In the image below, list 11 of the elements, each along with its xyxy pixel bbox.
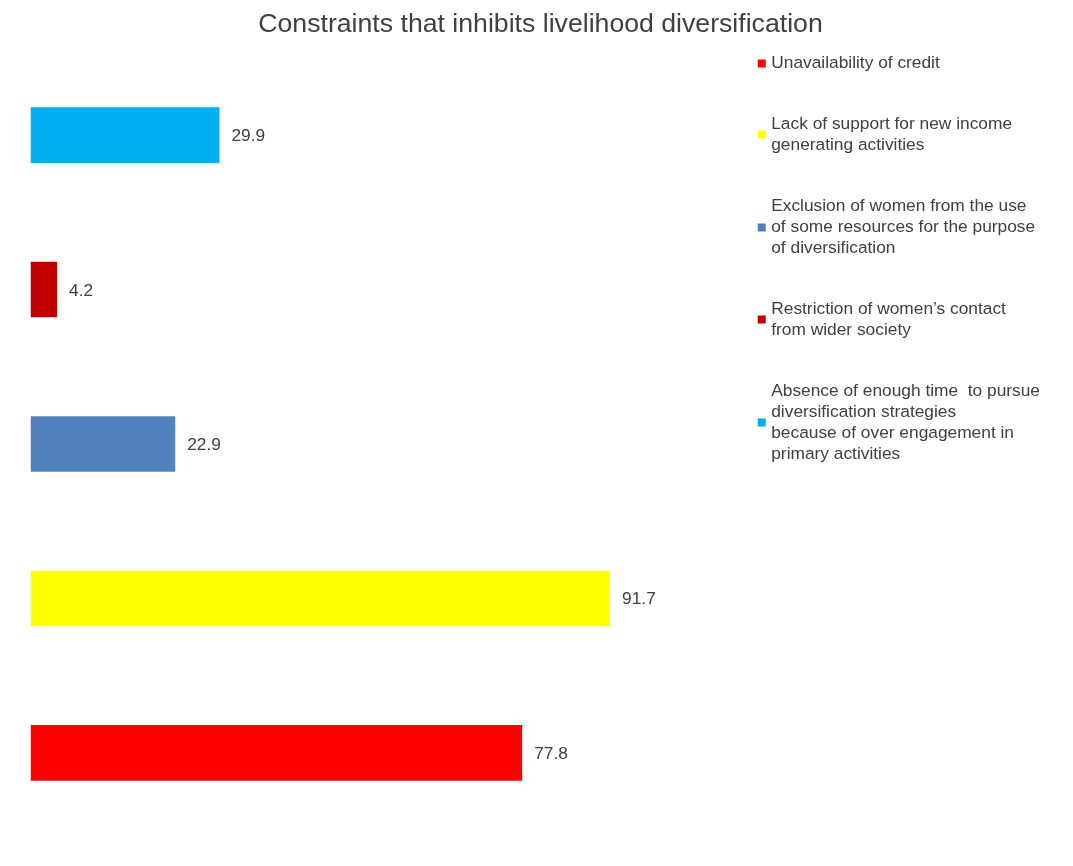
data-label: 77.8 bbox=[534, 742, 568, 763]
legend-label: Lack of support for new income generating activities bbox=[771, 113, 1013, 155]
legend-label: Exclusion of women from the use of some resources for the purpose of diversification bbox=[771, 195, 1036, 258]
data-label: 91.7 bbox=[622, 588, 656, 609]
data-label: 22.9 bbox=[187, 434, 221, 454]
data-label: 4.2 bbox=[69, 279, 94, 300]
legend-label: Restriction of women’s contact from wider society bbox=[771, 298, 1006, 340]
legend-label: Absence of enough time to pursue diversification strategies because of over engagement in primary activities bbox=[771, 380, 1040, 464]
legend-label: Unavailability of credit bbox=[771, 52, 940, 73]
chart-title: Constraints that inhibits livelihood diversification bbox=[258, 7, 823, 38]
data-label: 29.9 bbox=[231, 125, 266, 146]
